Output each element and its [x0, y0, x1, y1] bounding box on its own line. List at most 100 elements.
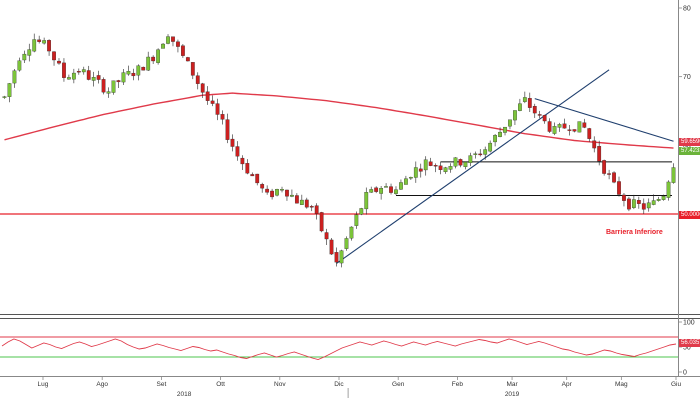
candle-body: [542, 115, 547, 122]
candle-body: [141, 66, 146, 71]
month-tick-label: Mag: [615, 381, 628, 388]
candle-body: [17, 60, 22, 71]
candle-body: [314, 205, 319, 214]
candle-body: [627, 198, 631, 210]
candle-body: [661, 195, 666, 200]
candle-body: [86, 70, 91, 80]
candle-body: [562, 123, 567, 129]
candle-body: [304, 199, 309, 208]
candle-body: [349, 226, 354, 239]
candle-body: [428, 161, 433, 166]
candle-body: [438, 165, 443, 171]
candle-body: [567, 129, 572, 131]
candle-body: [468, 155, 473, 164]
rsi-tick-label: 100: [683, 320, 695, 327]
candle-body: [285, 189, 289, 197]
candle-body: [32, 39, 37, 52]
candle-body: [671, 167, 676, 183]
candle-body: [597, 146, 602, 162]
candle-body: [2, 96, 7, 98]
candle-body: [265, 188, 270, 193]
rsi-tick-label: 50: [683, 345, 691, 352]
price-panel: [0, 0, 678, 314]
candle-body: [57, 60, 61, 64]
candle-body: [47, 40, 51, 52]
candle-body: [369, 189, 374, 193]
candle-body: [121, 72, 126, 83]
candle-body: [299, 199, 304, 205]
candle-body: [443, 167, 448, 173]
candle-body: [176, 41, 180, 47]
rsi-line: [1, 338, 677, 360]
candle-body: [587, 128, 592, 139]
candle-body: [319, 212, 324, 232]
candle-body: [394, 189, 398, 194]
candle-body: [275, 189, 279, 196]
candle-body: [646, 202, 651, 209]
candle-body: [215, 103, 220, 115]
candle-body: [309, 206, 314, 208]
candle-body: [22, 53, 27, 61]
price-tick-label: 60: [683, 143, 691, 150]
year-tick-label: 2019: [505, 391, 520, 398]
ma-price-label: 59.6590: [679, 138, 700, 146]
candle-body: [290, 194, 294, 197]
candle-body: [294, 195, 299, 204]
candle-body: [7, 83, 12, 97]
candle-body: [339, 250, 344, 264]
candle-body: [166, 36, 170, 44]
candle-body: [344, 238, 349, 249]
candle-body: [448, 166, 453, 170]
month-tick-label: Mar: [506, 381, 518, 388]
candle-body: [513, 110, 517, 121]
candle-body: [181, 45, 185, 56]
candle-body: [37, 39, 42, 42]
candle-body: [71, 72, 76, 80]
candle-body: [389, 186, 393, 193]
candle-body: [651, 200, 656, 205]
candle-body: [270, 190, 274, 198]
month-tick-label: Lug: [38, 381, 49, 388]
candle-body: [195, 75, 200, 84]
candle-body: [473, 153, 478, 155]
candle-body: [27, 49, 32, 56]
candle-body: [572, 129, 577, 132]
candle-body: [131, 72, 136, 77]
candle-body: [185, 57, 190, 62]
candle-body: [592, 140, 597, 149]
candle-body: [67, 77, 71, 80]
rsi-value-label: 56.0357: [679, 339, 700, 347]
candle-body: [478, 153, 483, 156]
candle-body: [527, 98, 532, 108]
last-price-label: 57.4233: [679, 147, 700, 155]
barrier-annotation: Barriera Inferiore: [606, 229, 663, 236]
candle-body: [522, 97, 527, 102]
candle-body: [101, 79, 106, 93]
candle-body: [136, 65, 141, 76]
candle-body: [413, 167, 418, 178]
candle-body: [161, 43, 165, 49]
price-tick-label: 80: [683, 6, 691, 13]
candle-body: [374, 187, 379, 192]
candle-body: [62, 62, 66, 78]
candle-body: [116, 80, 121, 83]
candle-body: [260, 184, 265, 189]
candle-body: [210, 100, 215, 104]
candle-body: [557, 124, 562, 128]
rsi-tick-label: 0: [683, 370, 687, 377]
month-tick-label: Feb: [452, 381, 464, 388]
candle-body: [404, 178, 408, 185]
candle-body: [463, 161, 468, 168]
candle-body: [493, 135, 497, 143]
price-tick-label: 70: [683, 74, 691, 81]
candle-body: [418, 168, 423, 172]
month-tick-label: Giu: [671, 381, 682, 388]
candle-body: [334, 252, 339, 263]
year-tick-label: 2018: [177, 391, 192, 398]
candle-body: [250, 174, 255, 177]
candle-body: [582, 122, 587, 128]
candle-body: [379, 188, 384, 194]
candle-body: [612, 172, 616, 183]
